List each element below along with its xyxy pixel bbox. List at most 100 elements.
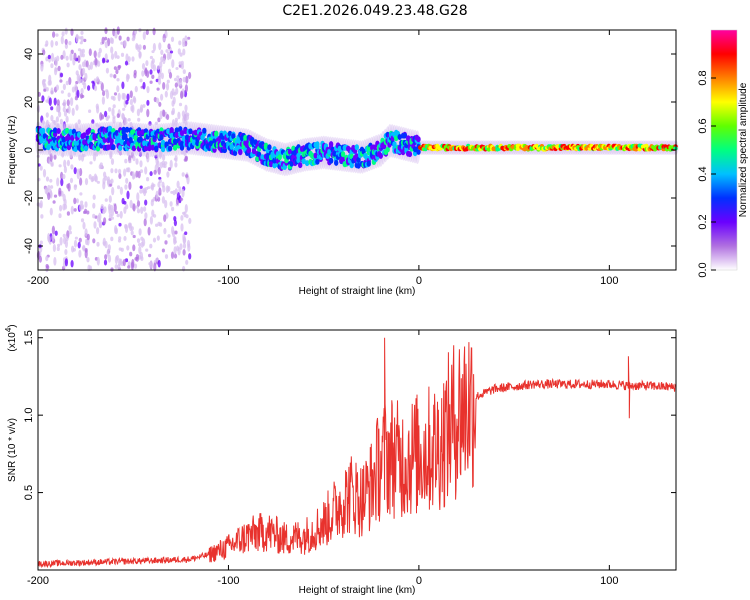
spectrogram-noise-cell [139, 185, 143, 189]
spectrogram-noise-cell [59, 118, 64, 125]
spectrogram-noise-cell [108, 180, 112, 184]
spectrogram-noise-cell [121, 197, 125, 205]
spectrogram-noise-cell [104, 53, 108, 62]
spectrogram-noise-cell [133, 29, 138, 35]
snr-y-scale-suffix: ) [7, 324, 18, 327]
spectrogram-noise-cell [120, 52, 125, 58]
spectrogram-noise-cell [94, 57, 98, 66]
spectrogram-noise-cell [135, 158, 139, 165]
spectrogram-noise-cell [50, 52, 55, 62]
spectrogram-noise-cell [41, 120, 45, 125]
colorbar-tick-label: 0.8 [697, 70, 709, 85]
spectrogram-noise-cell [171, 107, 175, 115]
spectrogram-noise-cell [105, 67, 109, 74]
spectrogram-noise-cell [60, 54, 64, 60]
spectrogram-ridge-cell [40, 127, 46, 134]
snr-plot-area [38, 330, 676, 570]
spectrogram-noise-cell [182, 249, 186, 256]
spectrogram-noise-cell [63, 110, 68, 117]
spectrogram-noise-cell [59, 79, 63, 83]
spectrogram-noise-cell [150, 184, 154, 190]
spectrogram-noise-cell [50, 63, 54, 69]
spectrogram-noise-cell [130, 226, 134, 231]
spectrogram-noise-cell [182, 69, 186, 74]
svg-text:(x104): (x104) [4, 324, 18, 351]
spectrogram-noise-cell [95, 76, 100, 83]
spectrogram-noise-cell [124, 184, 128, 190]
spectrogram-noise-cell [134, 257, 138, 261]
spectrogram-noise-cell [48, 74, 52, 83]
spectrogram-noise-cell [180, 223, 184, 232]
spectrogram-noise-cell [111, 186, 115, 196]
spectrogram-noise-cell [52, 120, 56, 124]
spectrogram-noise-cell [109, 183, 113, 187]
spectrogram-noise-cell [59, 72, 64, 78]
spectrogram-noise-cell [164, 199, 168, 209]
snr-x-tick-label: -100 [217, 575, 239, 587]
spectrogram-noise-cell [169, 159, 173, 169]
spectrogram-noise-cell [182, 211, 186, 215]
spectrogram-noise-cell [92, 153, 97, 162]
spectrogram-noise-cell [79, 192, 83, 196]
spectrogram-noise-cell [113, 66, 117, 70]
spectrogram-noise-cell [163, 227, 167, 235]
spectrogram-noise-cell [145, 29, 149, 36]
spectrogram-noise-cell [157, 117, 161, 123]
spectrogram-marks [35, 26, 679, 273]
spectrogram-ridge-cell [416, 148, 421, 155]
spectrogram-noise-cell [178, 102, 183, 107]
spectrogram-noise-cell [110, 168, 114, 174]
spectrogram-ridge-cell [277, 154, 282, 161]
spectrogram-noise-cell [68, 41, 72, 46]
spectrogram-noise-cell [166, 171, 170, 178]
spectrogram-noise-cell [142, 31, 146, 41]
spectrogram-noise-cell [180, 215, 184, 221]
spectrogram-noise-cell [135, 44, 140, 49]
spectrogram-noise-cell [148, 262, 152, 266]
spectrogram-noise-cell [75, 104, 79, 111]
spectrogram-noise-cell [56, 99, 60, 107]
spectrogram-noise-cell [116, 78, 120, 82]
spectrogram-noise-cell [157, 259, 161, 268]
spectrogram-noise-cell [66, 211, 70, 216]
spectrogram-noise-cell [126, 245, 130, 251]
spectrogram-noise-cell [118, 222, 122, 227]
spectrogram-noise-cell [65, 236, 69, 242]
spectrogram-noise-cell [107, 254, 112, 263]
spectrogram-noise-cell [43, 88, 47, 92]
spectrogram-ridge-cell [251, 148, 257, 155]
spectrogram-noise-cell [136, 208, 141, 214]
spectrogram-noise-cell [77, 241, 81, 249]
spectrogram-noise-cell [45, 176, 50, 182]
spectrogram-noise-cell [40, 63, 44, 68]
spectrogram-noise-cell [149, 216, 153, 225]
spectrogram-noise-cell [93, 50, 97, 59]
spectrogram-noise-cell [128, 181, 132, 190]
spectrogram-noise-cell [109, 37, 113, 44]
spectrogram-noise-cell [156, 65, 161, 70]
spectrogram-noise-cell [147, 186, 151, 190]
spectrogram-ridge-cell [138, 136, 143, 143]
spectrogram-y-tick-label: 20 [23, 96, 35, 108]
spectrogram-noise-cell [152, 43, 156, 52]
spectrogram-noise-cell [63, 166, 67, 174]
spectrogram-noise-cell [138, 151, 143, 157]
spectrogram-noise-cell [54, 67, 58, 76]
spectrogram-noise-cell [162, 185, 166, 193]
spectrogram-noise-cell [117, 92, 121, 102]
spectrogram-ridge-cell [313, 152, 318, 159]
spectrogram-noise-cell [126, 190, 130, 200]
spectrogram-noise-cell [116, 85, 120, 93]
spectrogram-noise-cell [50, 40, 54, 48]
spectrogram-noise-cell [144, 166, 148, 175]
spectrogram-noise-cell [158, 101, 162, 107]
spectrogram-noise-cell [115, 254, 120, 261]
spectrogram-noise-cell [182, 48, 186, 56]
spectrogram-ridge-cell [160, 139, 166, 146]
spectrogram-noise-cell [177, 111, 181, 120]
spectrogram-noise-cell [172, 229, 176, 238]
spectrogram-noise-cell [75, 33, 79, 43]
spectrogram-noise-cell [149, 243, 153, 249]
spectrogram-noise-cell [158, 42, 162, 51]
spectrogram-noise-cell [92, 238, 96, 244]
